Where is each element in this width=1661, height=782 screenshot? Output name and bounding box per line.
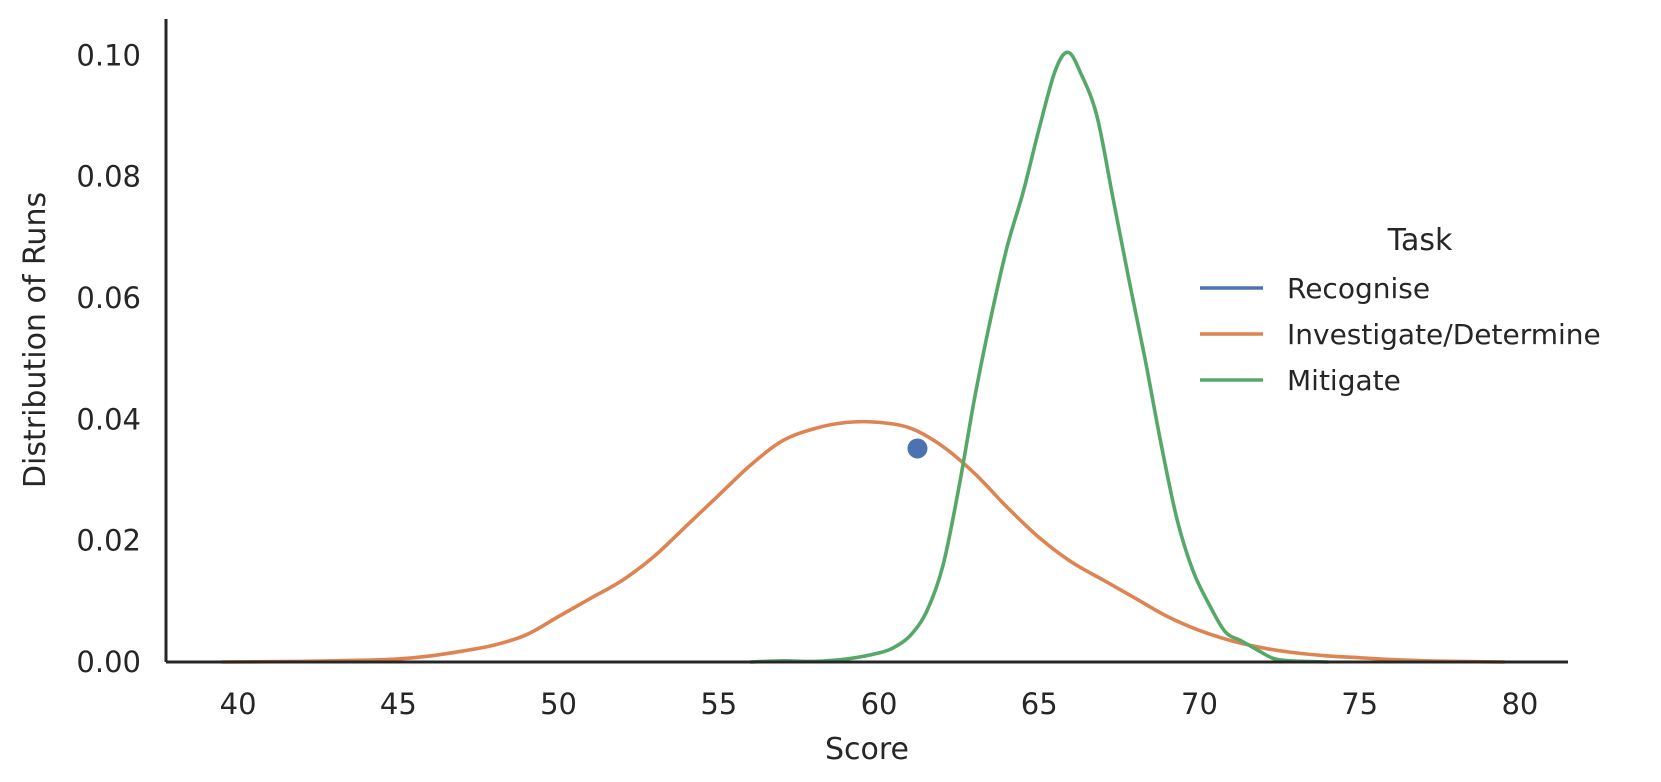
y-tick-label: 0.04 — [76, 402, 141, 436]
legend-title: Task — [1387, 223, 1453, 258]
data-point-recognise — [907, 438, 928, 459]
legend-item: Recognise — [1200, 272, 1430, 305]
y-tick-label: 0.00 — [76, 645, 141, 679]
legend: Task Recognise Investigate/Determine Mitig… — [1200, 223, 1601, 397]
plot-area — [220, 50, 1506, 664]
legend-label: Investigate/Determine — [1287, 318, 1601, 351]
x-tick-labels: 40 45 50 55 60 65 70 75 80 — [220, 687, 1539, 721]
legend-items: Recognise Investigate/Determine Mitigate — [1200, 272, 1601, 397]
x-tick-label: 65 — [1021, 687, 1058, 721]
x-axis-title: Score — [825, 732, 909, 767]
legend-label: Recognise — [1287, 272, 1430, 305]
x-tick-label: 70 — [1181, 687, 1218, 721]
x-tick-label: 60 — [861, 687, 898, 721]
x-tick-label: 75 — [1341, 687, 1378, 721]
y-tick-labels: 0.00 0.02 0.04 0.06 0.08 0.10 — [76, 38, 141, 679]
y-axis-title: Distribution of Runs — [18, 192, 53, 488]
y-tick-label: 0.10 — [76, 38, 141, 72]
series-line-investigate-determine — [220, 419, 1506, 664]
x-tick-label: 50 — [540, 687, 577, 721]
y-tick-label: 0.08 — [76, 160, 141, 194]
x-tick-label: 40 — [220, 687, 257, 721]
x-tick-label: 55 — [700, 687, 737, 721]
legend-item: Investigate/Determine — [1200, 318, 1601, 351]
legend-label: Mitigate — [1287, 364, 1401, 397]
y-tick-label: 0.06 — [76, 281, 141, 315]
legend-item: Mitigate — [1200, 364, 1401, 397]
x-tick-label: 80 — [1501, 687, 1538, 721]
series-line-mitigate — [749, 50, 1330, 664]
y-tick-label: 0.02 — [76, 524, 141, 558]
x-tick-label: 45 — [380, 687, 417, 721]
